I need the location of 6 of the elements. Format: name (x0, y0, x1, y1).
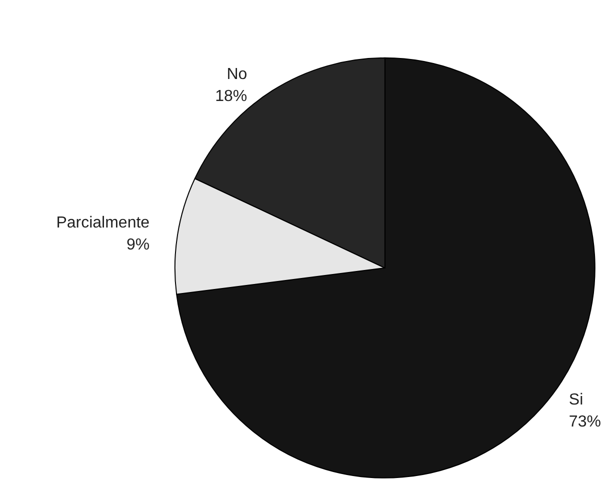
slice-label: Parcialmente (56, 214, 150, 232)
slice-label: Si (568, 391, 584, 408)
data-label: 9% (126, 236, 150, 254)
slice-label: No (226, 66, 248, 84)
data-label: 18% (215, 88, 248, 106)
data-label: 73% (568, 413, 601, 430)
